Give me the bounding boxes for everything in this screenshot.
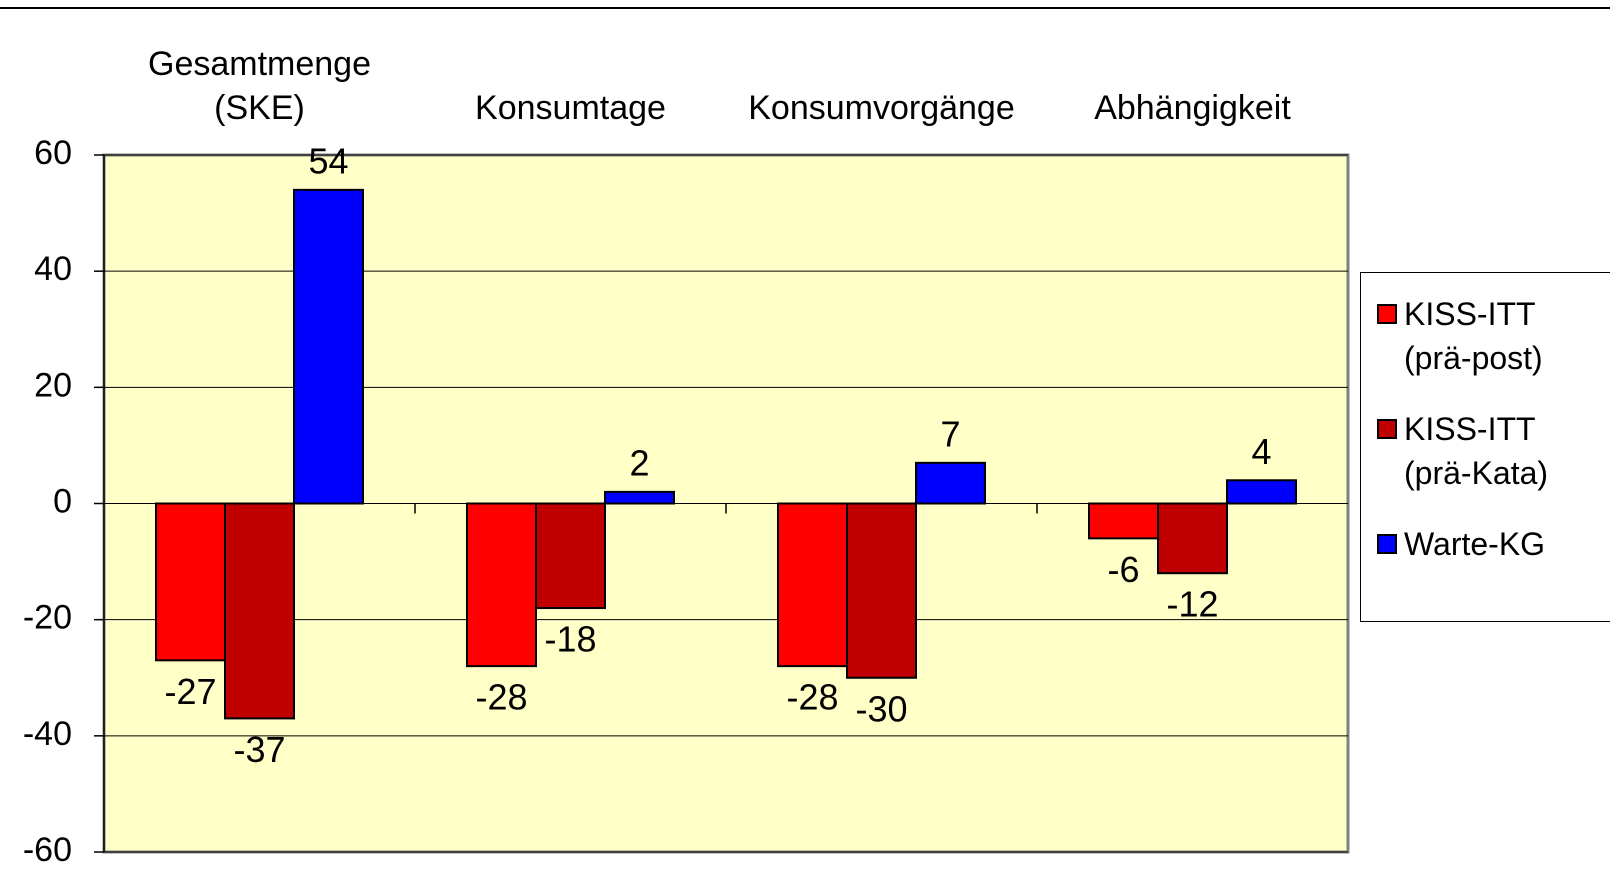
bar bbox=[466, 502, 537, 668]
category-label: Konsumtage bbox=[475, 89, 666, 127]
data-label: 2 bbox=[629, 442, 649, 483]
bar bbox=[535, 502, 606, 610]
bar bbox=[1157, 502, 1228, 575]
data-label: -12 bbox=[1166, 584, 1218, 625]
data-label: -6 bbox=[1107, 549, 1139, 590]
data-label: -27 bbox=[164, 671, 216, 712]
legend bbox=[1360, 272, 1610, 622]
bar bbox=[293, 188, 364, 505]
legend-swatch bbox=[1377, 419, 1397, 439]
y-tick-label: 40 bbox=[34, 250, 72, 288]
data-label: 54 bbox=[308, 140, 348, 181]
bar bbox=[915, 461, 986, 505]
y-tick-label: -20 bbox=[23, 599, 72, 637]
data-label: -37 bbox=[233, 729, 285, 770]
y-tick-label: 20 bbox=[34, 366, 72, 404]
legend-label: KISS-ITT (prä-post) bbox=[1404, 296, 1543, 376]
legend-swatch bbox=[1377, 304, 1397, 324]
legend-label: Warte-KG bbox=[1404, 526, 1546, 562]
data-label: 4 bbox=[1251, 431, 1271, 472]
legend-swatch bbox=[1377, 534, 1397, 554]
data-label: -18 bbox=[544, 619, 596, 660]
bar bbox=[604, 490, 675, 505]
bar bbox=[1226, 479, 1297, 505]
data-label: 7 bbox=[940, 413, 960, 454]
bar bbox=[1088, 502, 1159, 540]
category-label: Abhängigkeit bbox=[1094, 89, 1291, 127]
category-label: Konsumvorgänge bbox=[748, 89, 1015, 127]
bar bbox=[224, 502, 295, 720]
data-label: -28 bbox=[786, 677, 838, 718]
y-tick-label: 0 bbox=[53, 482, 72, 520]
legend-label: KISS-ITT (prä-Kata) bbox=[1404, 411, 1549, 491]
bar bbox=[777, 502, 848, 668]
data-label: -28 bbox=[475, 677, 527, 718]
y-tick-label: -40 bbox=[23, 715, 72, 753]
y-tick-label: -60 bbox=[23, 831, 72, 869]
bar bbox=[846, 502, 917, 679]
bar bbox=[155, 502, 226, 662]
data-label: -30 bbox=[855, 688, 907, 729]
y-tick-label: 60 bbox=[34, 134, 72, 172]
category-label: Gesamtmenge (SKE) bbox=[148, 45, 371, 127]
